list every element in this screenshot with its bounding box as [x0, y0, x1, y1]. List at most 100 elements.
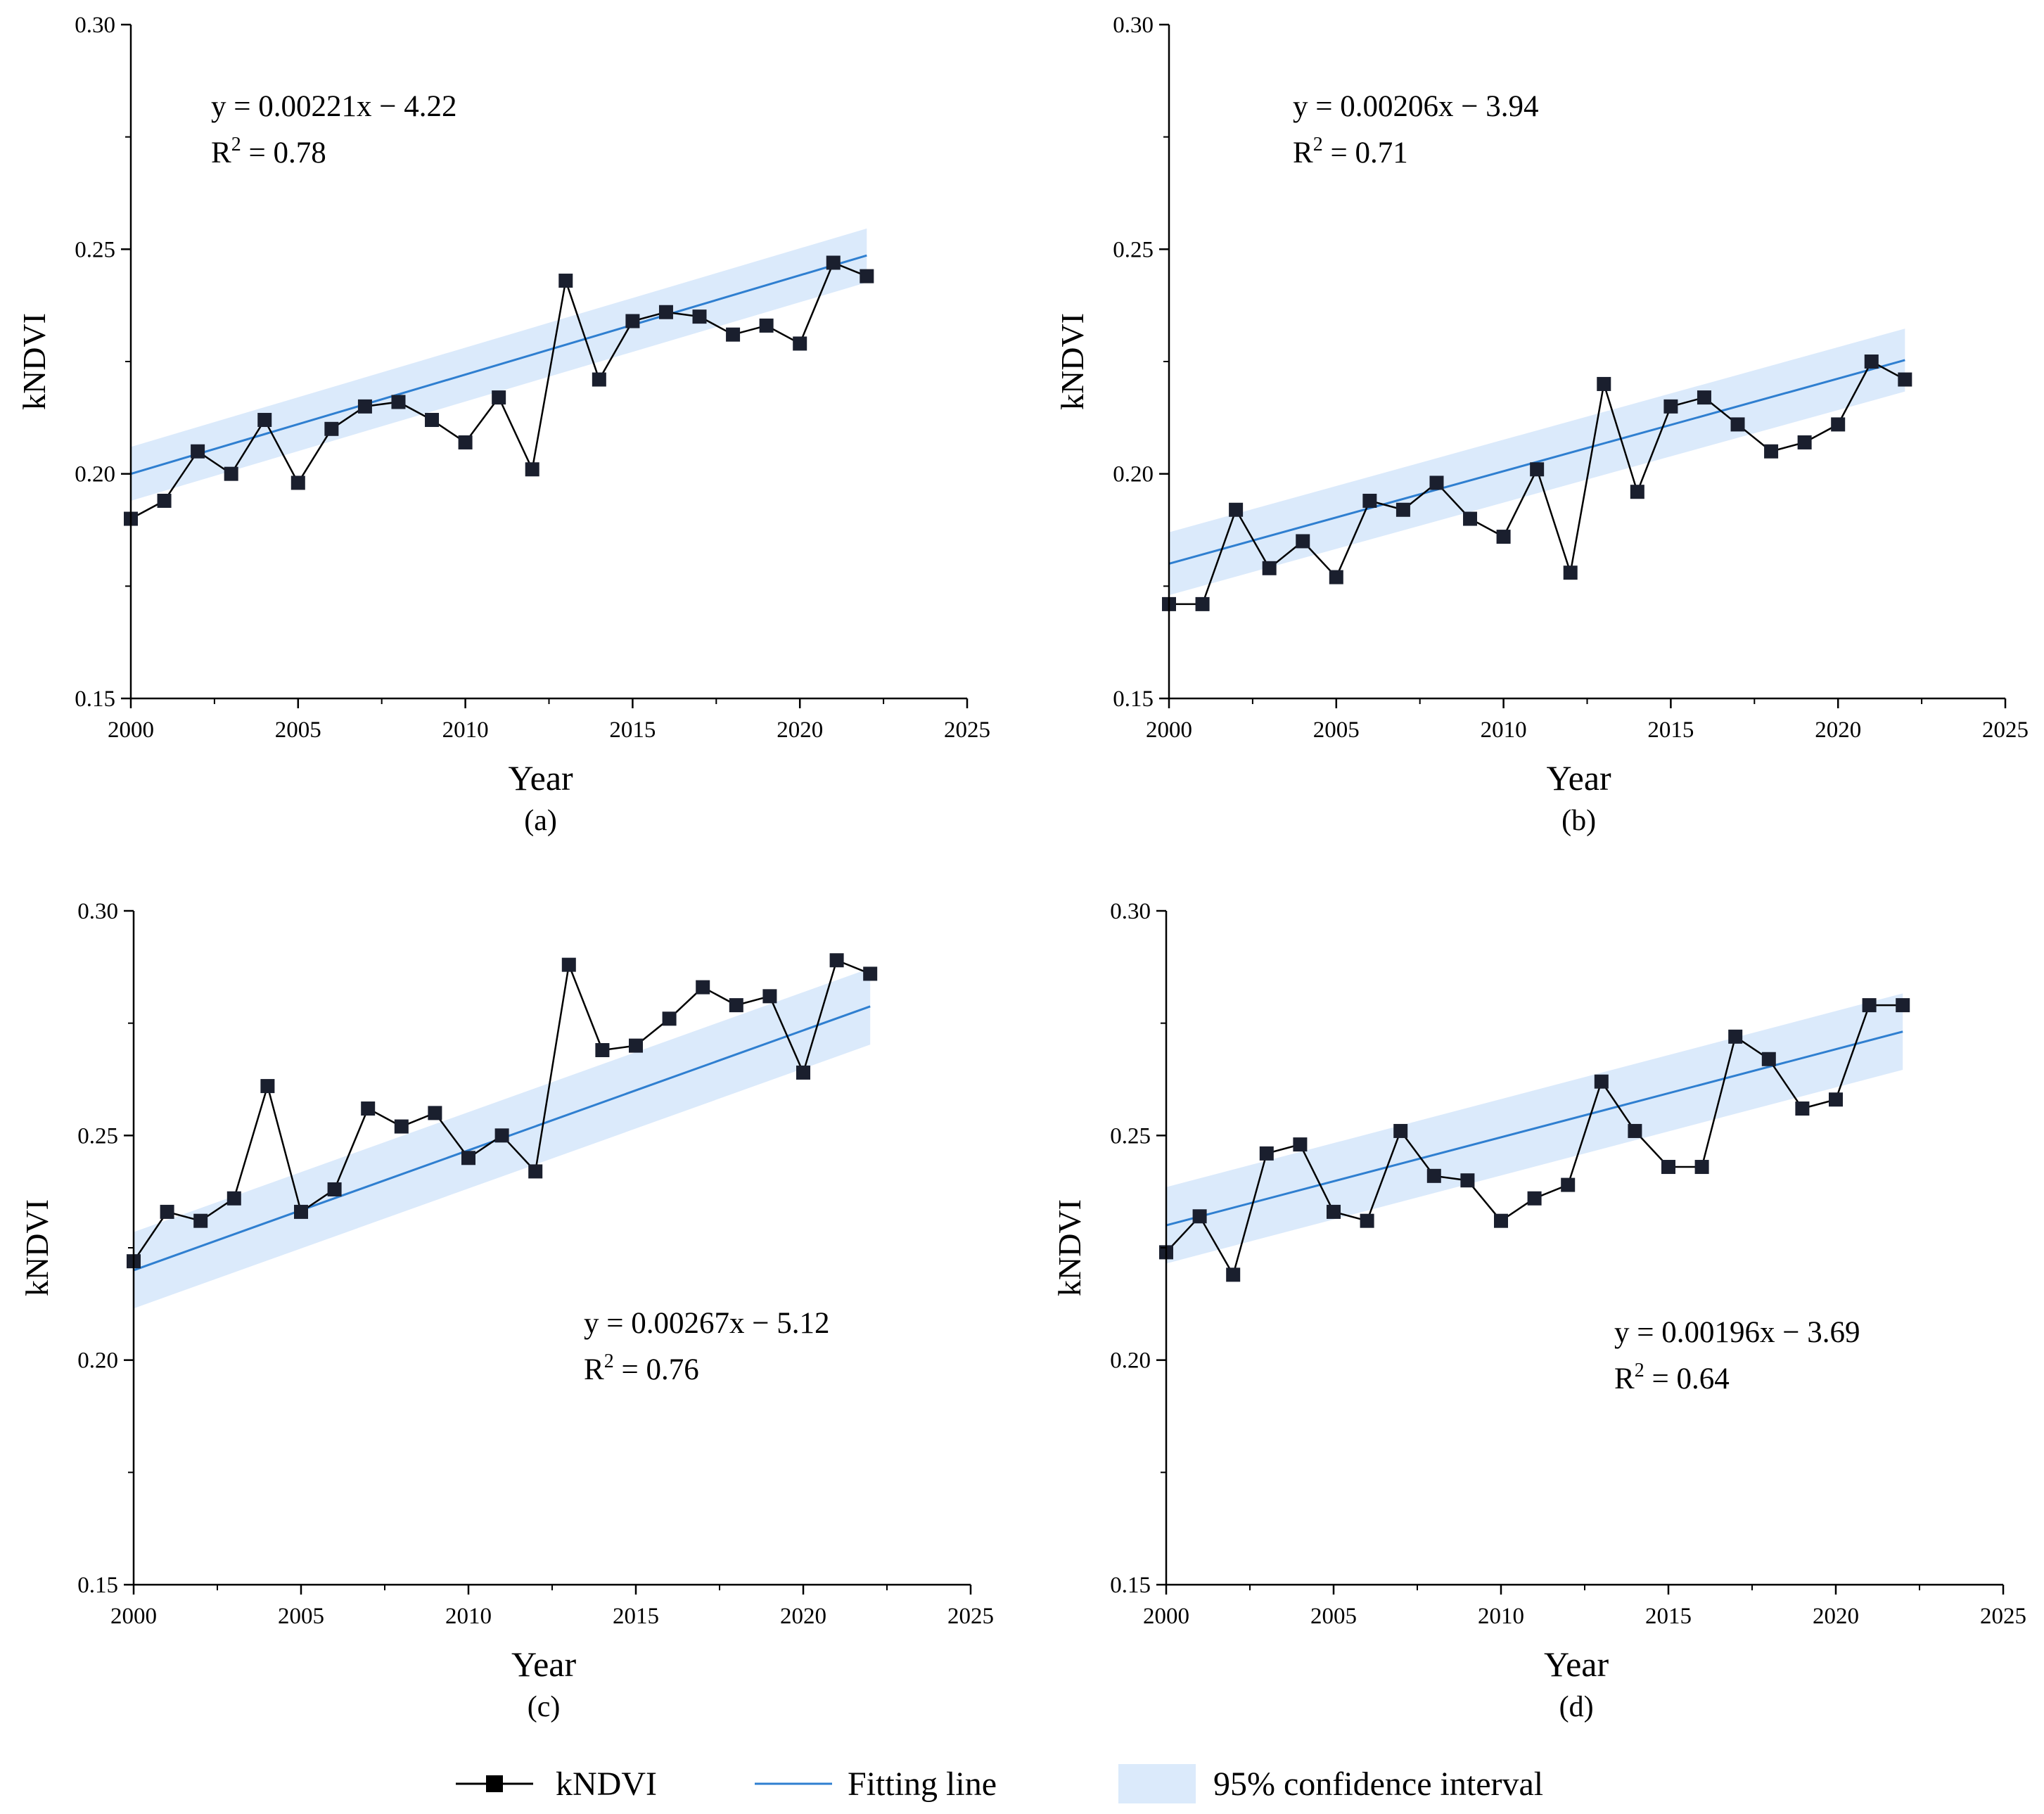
data-point — [157, 493, 172, 508]
data-point — [361, 1101, 376, 1116]
data-point — [1327, 1204, 1341, 1219]
data-point — [1195, 596, 1210, 611]
y-axis-label: kNDVI — [16, 313, 52, 410]
data-point — [1831, 417, 1846, 432]
data-point — [1463, 511, 1478, 526]
equation-text: y = 0.00267x − 5.12 — [584, 1307, 830, 1340]
x-tick-label: 2010 — [445, 1604, 492, 1629]
data-point — [1663, 399, 1678, 414]
y-tick-label: 0.20 — [1113, 462, 1154, 487]
y-tick-label: 0.30 — [77, 899, 118, 924]
data-point — [1864, 355, 1879, 369]
panel-caption: (a) — [524, 805, 557, 837]
r-squared-text: R2 = 0.64 — [1614, 1360, 1730, 1395]
data-point — [629, 1038, 643, 1053]
x-tick-label: 2025 — [944, 717, 990, 743]
data-point — [1797, 435, 1812, 449]
data-point — [1362, 493, 1377, 508]
x-tick-label: 2005 — [1310, 1604, 1357, 1629]
fitting-line — [1168, 359, 1905, 565]
data-point — [160, 1204, 174, 1219]
x-tick-label: 2015 — [1647, 717, 1694, 743]
data-point — [1426, 1168, 1441, 1183]
data-point — [260, 1079, 275, 1094]
fitting-line — [130, 254, 867, 475]
x-tick-label: 2025 — [947, 1604, 994, 1629]
legend-ci-label: 95% confidence interval — [1213, 1765, 1543, 1803]
x-tick-label: 2025 — [1980, 1604, 2026, 1629]
data-point — [595, 1042, 610, 1057]
data-point — [1561, 1177, 1576, 1192]
data-point — [829, 953, 844, 968]
data-point — [257, 413, 272, 428]
x-axis-label: Year — [1544, 1644, 1609, 1684]
data-point — [1494, 1213, 1508, 1228]
y-tick-label: 0.15 — [77, 1573, 118, 1598]
x-tick-label: 2025 — [1982, 717, 2029, 743]
fitting-line — [1165, 1030, 1903, 1227]
data-point — [1697, 390, 1711, 405]
data-point — [1730, 417, 1745, 432]
chart-panel-1: 2000 2005 2010 2015 2020 2025 0.15 0.20 0.25 0.30… — [1054, 13, 2029, 837]
y-tick-label: 0.25 — [1113, 237, 1154, 262]
x-tick-label: 2015 — [613, 1604, 659, 1629]
data-point — [226, 1191, 241, 1206]
data-point — [1795, 1101, 1810, 1116]
data-point — [592, 372, 606, 387]
data-point — [391, 395, 406, 409]
data-point — [1862, 998, 1877, 1013]
x-axis-label: Year — [511, 1644, 576, 1684]
data-point — [1530, 462, 1545, 477]
data-point — [762, 989, 777, 1004]
data-point — [525, 462, 539, 477]
x-tick-label: 2015 — [609, 717, 656, 743]
data-point — [863, 966, 878, 981]
x-axis-label: Year — [509, 758, 573, 798]
y-tick-label: 0.15 — [75, 686, 115, 712]
data-point — [1395, 502, 1410, 517]
legend-ci-swatch — [1118, 1764, 1196, 1803]
data-point — [658, 305, 673, 319]
chart-panel-3: 2000 2005 2010 2015 2020 2025 0.15 0.20 0.25 0.30… — [1052, 899, 2026, 1723]
panel-caption: (d) — [1559, 1691, 1594, 1723]
chart-panel-2: 2000 2005 2010 2015 2020 2025 0.15 0.20 0.25 0.30… — [19, 899, 994, 1723]
data-point — [492, 390, 506, 405]
data-point — [1262, 561, 1277, 575]
x-tick-label: 2020 — [777, 717, 823, 743]
data-point — [1694, 1160, 1709, 1175]
y-tick-label: 0.25 — [75, 237, 115, 262]
data-point — [793, 336, 807, 351]
data-point — [193, 1213, 208, 1228]
y-tick-label: 0.20 — [75, 462, 115, 487]
data-point — [324, 421, 339, 436]
data-point — [662, 1011, 677, 1026]
data-point — [1630, 485, 1644, 499]
data-point — [696, 980, 710, 995]
data-point — [1429, 475, 1444, 490]
x-tick-label: 2000 — [110, 1604, 157, 1629]
data-point — [1661, 1160, 1675, 1175]
data-point — [1527, 1191, 1542, 1206]
x-tick-label: 2020 — [780, 1604, 826, 1629]
x-tick-label: 2005 — [1313, 717, 1360, 743]
data-point — [428, 1106, 442, 1120]
x-tick-label: 2005 — [275, 717, 321, 743]
data-point — [796, 1065, 810, 1080]
y-tick-label: 0.25 — [1110, 1123, 1151, 1149]
data-point — [726, 327, 741, 342]
data-point — [1764, 444, 1779, 459]
y-tick-label: 0.25 — [77, 1123, 118, 1149]
data-point — [1293, 1137, 1308, 1152]
data-point — [528, 1164, 543, 1179]
data-point — [290, 475, 305, 490]
data-point — [692, 309, 707, 324]
y-tick-label: 0.30 — [1113, 13, 1154, 38]
data-point — [558, 274, 573, 288]
chart-panel-0: 2000 2005 2010 2015 2020 2025 0.15 0.20 0.25 0.30… — [16, 13, 990, 837]
x-tick-label: 2020 — [1813, 1604, 1859, 1629]
y-axis-label: kNDVI — [1054, 313, 1090, 410]
x-tick-label: 2015 — [1645, 1604, 1692, 1629]
x-tick-label: 2010 — [1478, 1604, 1524, 1629]
x-tick-label: 2000 — [1146, 717, 1192, 743]
